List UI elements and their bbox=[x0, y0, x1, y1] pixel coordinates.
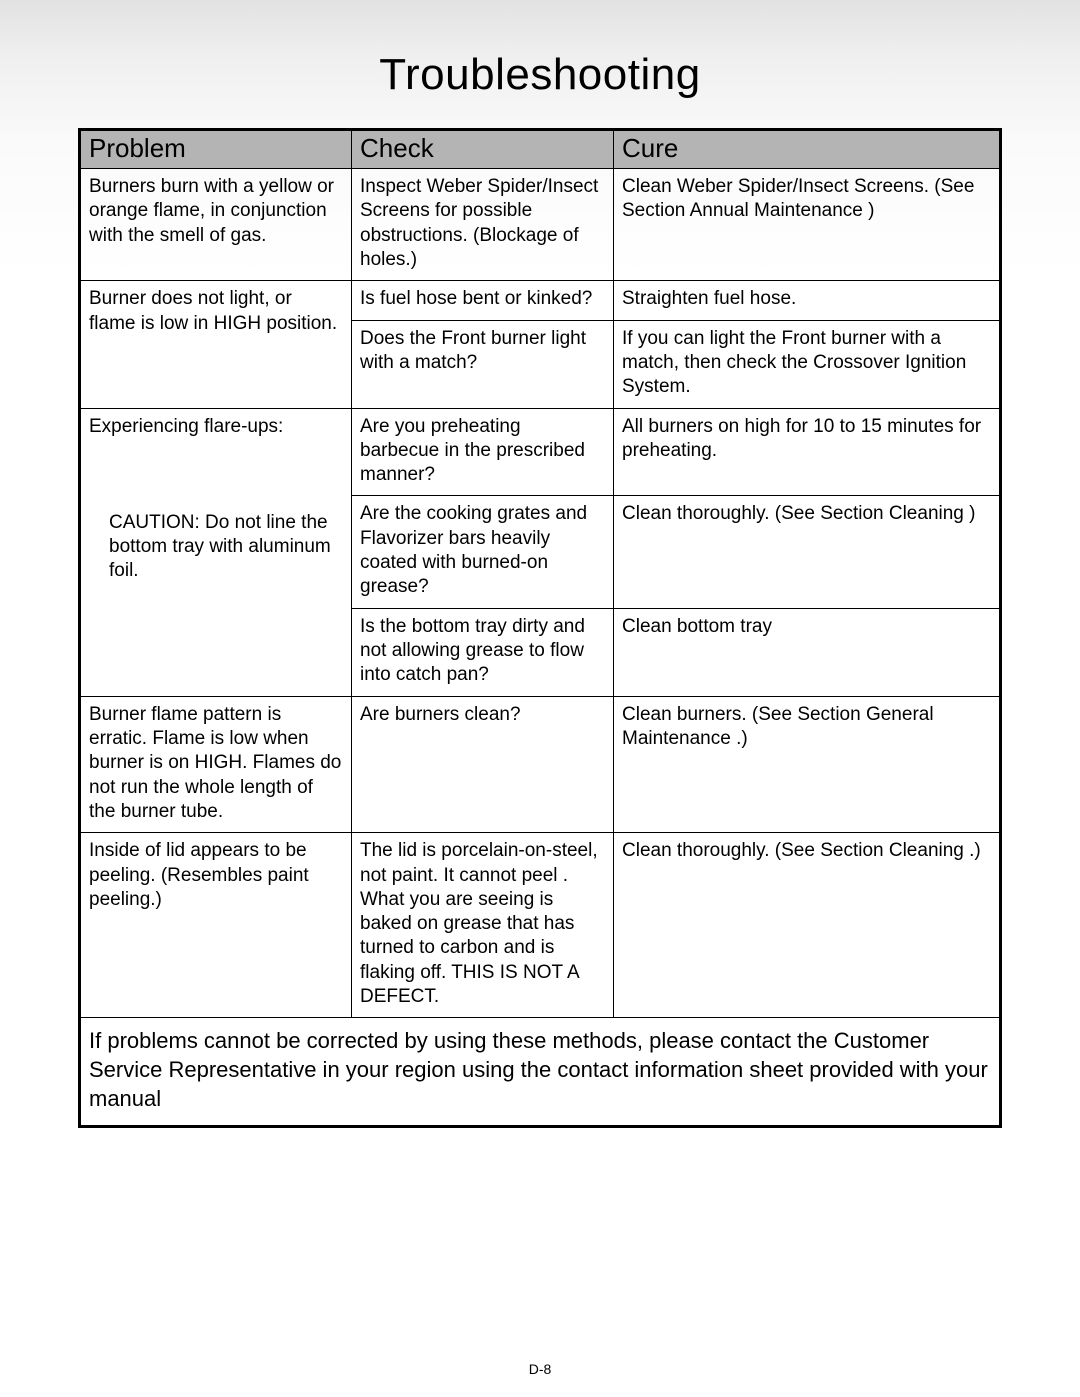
cell-cure: Clean thoroughly. (See Section Cleaning … bbox=[614, 833, 1001, 1018]
cell-cure: All burners on high for 10 to 15 minutes… bbox=[614, 408, 1001, 496]
table-row: Inside of lid appears to be peeling. (Re… bbox=[80, 833, 1001, 1018]
table-row: Experiencing flare-ups: CAUTION: Do not … bbox=[80, 408, 1001, 496]
cell-cure: Straighten fuel hose. bbox=[614, 281, 1001, 320]
cell-cure: Clean Weber Spider/Insect Screens. (See … bbox=[614, 169, 1001, 281]
cell-check: Is fuel hose bent or kinked? bbox=[352, 281, 614, 320]
cell-problem: Burner does not light, or flame is low i… bbox=[80, 281, 352, 408]
cell-check: Does the Front burner light with a match… bbox=[352, 320, 614, 408]
header-problem: Problem bbox=[80, 130, 352, 169]
cell-check: Inspect Weber Spider/Insect Screens for … bbox=[352, 169, 614, 281]
problem-main: Experiencing flare-ups: bbox=[89, 415, 343, 439]
cell-problem: Inside of lid appears to be peeling. (Re… bbox=[80, 833, 352, 1018]
table-row: Burners burn with a yellow or orange fla… bbox=[80, 169, 1001, 281]
table-row: Burner does not light, or flame is low i… bbox=[80, 281, 1001, 320]
cell-check: The lid is porcelain-on-steel, not paint… bbox=[352, 833, 614, 1018]
document-page: Troubleshooting Problem Check Cure Burne… bbox=[0, 0, 1080, 1397]
cell-check: Is the bottom tray dirty and not allowin… bbox=[352, 608, 614, 696]
cell-check: Are burners clean? bbox=[352, 696, 614, 833]
page-number: D-8 bbox=[0, 1361, 1080, 1377]
problem-caution: CAUTION: Do not line the bottom tray wit… bbox=[89, 511, 343, 584]
header-cure: Cure bbox=[614, 130, 1001, 169]
cell-cure: Clean burners. (See Section General Main… bbox=[614, 696, 1001, 833]
cell-check: Are you preheating barbecue in the presc… bbox=[352, 408, 614, 496]
cell-cure: Clean bottom tray bbox=[614, 608, 1001, 696]
page-title: Troubleshooting bbox=[78, 50, 1002, 100]
table-row: Burner flame pattern is erratic. Flame i… bbox=[80, 696, 1001, 833]
footer-note: If problems cannot be corrected by using… bbox=[80, 1018, 1001, 1127]
caution-text: CAUTION: Do not line the bottom tray wit… bbox=[109, 512, 331, 582]
table-header-row: Problem Check Cure bbox=[80, 130, 1001, 169]
cell-check: Are the cooking grates and Flavorizer ba… bbox=[352, 496, 614, 608]
header-check: Check bbox=[352, 130, 614, 169]
cell-problem: Burners burn with a yellow or orange fla… bbox=[80, 169, 352, 281]
troubleshooting-table: Problem Check Cure Burners burn with a y… bbox=[78, 128, 1002, 1128]
cell-cure: Clean thoroughly. (See Section Cleaning … bbox=[614, 496, 1001, 608]
table-footer-row: If problems cannot be corrected by using… bbox=[80, 1018, 1001, 1127]
cell-problem: Burner flame pattern is erratic. Flame i… bbox=[80, 696, 352, 833]
cell-cure: If you can light the Front burner with a… bbox=[614, 320, 1001, 408]
cell-problem: Experiencing flare-ups: CAUTION: Do not … bbox=[80, 408, 352, 696]
